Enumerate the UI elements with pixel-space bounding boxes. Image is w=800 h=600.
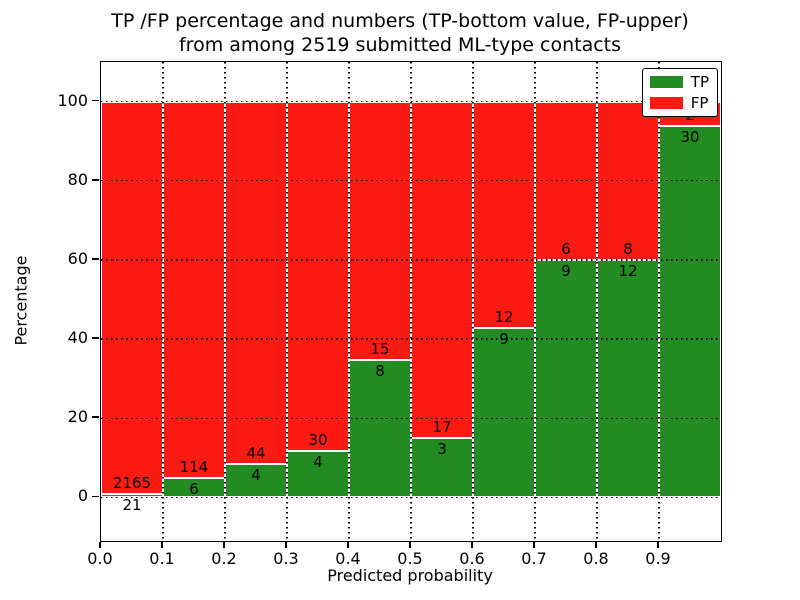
bar-segment-fp — [349, 101, 411, 360]
vertical-gridline — [658, 62, 660, 541]
value-label-fp: 12 — [494, 307, 514, 326]
x-tick-label: 0.2 — [211, 549, 237, 568]
horizontal-gridline — [101, 417, 721, 419]
x-tick-mark — [595, 541, 597, 548]
x-tick-label: 0.3 — [273, 549, 299, 568]
x-tick-mark — [285, 541, 287, 548]
bar-segment-fp — [163, 101, 225, 478]
vertical-gridline — [534, 62, 536, 541]
x-tick-label: 0.1 — [149, 549, 175, 568]
value-label-fp: 44 — [246, 444, 266, 463]
y-tick-label: 0 — [77, 486, 88, 506]
y-tick-mark — [92, 337, 99, 339]
x-tick-label: 0.9 — [645, 549, 671, 568]
horizontal-gridline — [101, 180, 721, 182]
vertical-gridline — [348, 62, 350, 541]
value-label-tp: 6 — [189, 479, 199, 498]
value-label-tp: 4 — [251, 466, 261, 485]
value-label-fp: 15 — [370, 339, 390, 358]
vertical-gridline — [472, 62, 474, 541]
value-label-fp: 6 — [561, 239, 571, 258]
value-label-fp: 2165 — [112, 473, 152, 492]
value-label-tp: 4 — [313, 452, 323, 471]
y-tick-mark — [92, 99, 99, 102]
chart-title: TP /FP percentage and numbers (TP-bottom… — [0, 9, 800, 57]
vertical-gridline — [286, 62, 288, 541]
value-label-tp: 12 — [618, 261, 638, 280]
vertical-gridline — [224, 62, 226, 541]
x-tick-label: 0.5 — [397, 549, 423, 568]
bar-segment-fp — [411, 101, 473, 439]
horizontal-gridline — [101, 338, 721, 340]
horizontal-gridline — [101, 496, 721, 499]
value-label-tp: 30 — [680, 128, 700, 147]
bar-segment-tp — [535, 259, 597, 498]
value-label-fp: 8 — [623, 239, 633, 258]
legend-entry-fp: FP — [649, 94, 709, 112]
legend: TP FP — [641, 68, 718, 117]
y-tick-mark — [92, 258, 99, 260]
y-tick-mark — [92, 495, 99, 498]
x-tick-mark — [657, 541, 659, 548]
bar-segment-fp — [473, 101, 535, 328]
x-tick-label: 0.0 — [87, 549, 113, 568]
value-label-fp: 114 — [179, 457, 209, 476]
value-label-fp: 17 — [432, 418, 452, 437]
bar-segment-fp — [101, 101, 163, 494]
fp-color-swatch — [649, 97, 683, 109]
y-tick-mark — [92, 178, 99, 181]
y-tick-label: 20 — [67, 407, 88, 427]
legend-label-fp: FP — [690, 94, 709, 112]
x-tick-mark — [347, 541, 349, 548]
x-tick-label: 0.7 — [521, 549, 547, 568]
x-tick-mark — [223, 541, 225, 548]
chart-title-line2: from among 2519 submitted ML-type contac… — [178, 34, 622, 56]
x-tick-mark — [409, 541, 411, 548]
vertical-gridline — [596, 62, 598, 541]
value-label-tp: 9 — [561, 261, 571, 280]
y-tick-label: 60 — [67, 248, 88, 268]
x-tick-label: 0.8 — [583, 549, 609, 568]
x-axis-label: Predicted probability — [327, 566, 493, 585]
value-label-tp: 21 — [122, 495, 142, 514]
horizontal-gridline — [101, 100, 721, 103]
bar-segment-fp — [287, 101, 349, 451]
y-tick-label: 100 — [57, 90, 88, 110]
vertical-gridline — [410, 62, 412, 541]
bar-segment-tp — [659, 126, 721, 498]
legend-label-tp: TP — [690, 73, 709, 91]
plot-area: TP FP 216521114644430415817312969812230 — [100, 61, 722, 542]
value-label-tp: 9 — [499, 329, 509, 348]
bar-segment-fp — [225, 101, 287, 465]
bar-segment-tp — [349, 359, 411, 498]
bar-segment-tp — [597, 259, 659, 498]
y-tick-label: 40 — [67, 328, 88, 348]
legend-entry-tp: TP — [649, 73, 709, 91]
x-tick-mark — [533, 541, 535, 548]
chart-title-line1: TP /FP percentage and numbers (TP-bottom… — [111, 10, 689, 32]
horizontal-gridline — [101, 259, 721, 261]
y-axis-label: Percentage — [11, 255, 31, 346]
bar-segment-tp — [473, 327, 535, 498]
x-tick-mark — [471, 541, 473, 548]
vertical-gridline — [162, 62, 164, 541]
x-tick-label: 0.4 — [335, 549, 361, 568]
value-label-tp: 8 — [375, 361, 385, 380]
x-tick-label: 0.6 — [459, 549, 485, 568]
y-tick-mark — [92, 416, 99, 419]
value-label-fp: 30 — [308, 430, 328, 449]
value-label-tp: 3 — [437, 440, 447, 459]
y-tick-label: 80 — [67, 169, 88, 189]
x-tick-mark — [161, 541, 163, 548]
x-tick-mark — [99, 541, 101, 548]
tp-color-swatch — [649, 76, 683, 88]
